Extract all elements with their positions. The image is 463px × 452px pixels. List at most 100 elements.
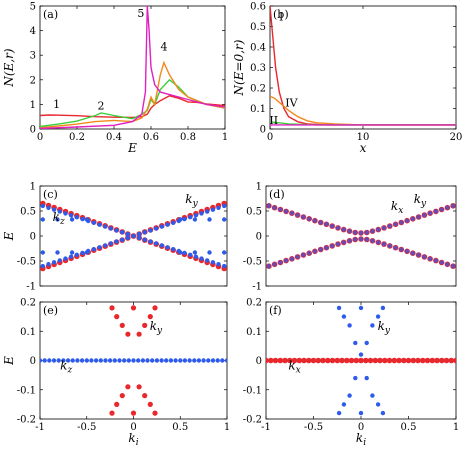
data-point bbox=[46, 205, 51, 210]
data-point bbox=[434, 357, 440, 364]
x-tick-label: -0.5 bbox=[304, 422, 323, 433]
y-tick-label: 4 bbox=[30, 26, 36, 37]
data-point bbox=[130, 410, 137, 416]
plot-area bbox=[40, 305, 227, 416]
y-tick-label: 0 bbox=[30, 125, 36, 136]
panel-label: (d) bbox=[269, 188, 285, 201]
series-annotation: I bbox=[279, 10, 283, 23]
data-point bbox=[347, 323, 352, 328]
y-tick-label: 5 bbox=[30, 2, 36, 13]
y-axis-label: E bbox=[2, 231, 16, 241]
data-point bbox=[103, 243, 108, 248]
data-point bbox=[84, 250, 90, 255]
data-point bbox=[103, 224, 108, 229]
data-point bbox=[382, 357, 388, 364]
data-point bbox=[192, 250, 198, 255]
data-point bbox=[171, 247, 176, 252]
data-point bbox=[108, 226, 114, 231]
data-point bbox=[358, 230, 364, 236]
data-point bbox=[152, 410, 158, 416]
data-point bbox=[420, 357, 426, 364]
data-point bbox=[306, 357, 312, 364]
data-point bbox=[210, 358, 216, 363]
series-annotation: ky bbox=[414, 192, 427, 209]
series-annotation: kx bbox=[288, 358, 300, 375]
data-point bbox=[93, 358, 99, 363]
data-point bbox=[404, 249, 410, 254]
data-point bbox=[68, 213, 74, 218]
x-tick-label: 0.5 bbox=[401, 422, 417, 433]
data-point bbox=[370, 393, 375, 398]
data-point bbox=[380, 305, 386, 311]
data-point bbox=[396, 357, 402, 364]
series-line bbox=[270, 95, 456, 126]
data-point bbox=[65, 358, 71, 363]
data-point bbox=[347, 238, 352, 243]
data-point bbox=[69, 217, 75, 222]
data-point bbox=[380, 410, 386, 416]
data-point bbox=[358, 357, 364, 364]
data-point bbox=[324, 222, 329, 227]
y-tick-label: 0.2 bbox=[250, 84, 266, 95]
panel-b: 0 10 20 0 0.1 0.2 0.3 0.4 0.5 0.6 (b) x N(E=0,r) I IV I… bbox=[232, 2, 462, 156]
data-point bbox=[103, 358, 108, 363]
series-line bbox=[40, 78, 225, 128]
series-line bbox=[40, 60, 225, 129]
data-point bbox=[125, 384, 131, 390]
data-point bbox=[147, 314, 153, 320]
data-point bbox=[178, 217, 183, 222]
plot-area bbox=[266, 203, 456, 270]
data-point bbox=[152, 305, 158, 311]
data-point bbox=[109, 410, 115, 416]
data-point bbox=[206, 358, 211, 363]
x-tick-label: 0 bbox=[37, 132, 43, 143]
data-point bbox=[283, 258, 289, 263]
data-point bbox=[272, 357, 279, 364]
data-point bbox=[222, 203, 227, 209]
data-point bbox=[74, 252, 80, 257]
data-point bbox=[188, 252, 193, 257]
data-point bbox=[296, 357, 303, 364]
panel-label: (b) bbox=[273, 8, 289, 21]
data-point bbox=[131, 233, 136, 239]
data-point bbox=[136, 384, 142, 390]
x-tick-label: -0.5 bbox=[77, 422, 96, 433]
data-point bbox=[119, 393, 125, 399]
series-annotation: ky bbox=[150, 319, 163, 336]
data-point bbox=[68, 254, 74, 259]
data-point bbox=[272, 205, 277, 210]
data-point bbox=[91, 247, 97, 252]
series-annotation: 5 bbox=[137, 7, 144, 20]
data-point bbox=[301, 214, 306, 220]
data-point bbox=[159, 358, 164, 363]
data-point bbox=[222, 250, 227, 255]
y-tick-label: 0 bbox=[30, 356, 36, 367]
data-point bbox=[80, 250, 85, 256]
series-annotation: 1 bbox=[53, 98, 60, 111]
data-point bbox=[376, 227, 381, 232]
y-tick-label: -0.2 bbox=[17, 415, 36, 426]
data-point bbox=[79, 358, 85, 363]
data-point bbox=[367, 357, 374, 364]
y-tick-label: 2 bbox=[30, 75, 36, 86]
panel-e: -1 -0.5 0 0.5 1 -0.2 -0.1 0 0.1 0.2 (e) ki Eky kz bbox=[2, 298, 230, 449]
data-point bbox=[193, 254, 199, 259]
series-annotation: kz bbox=[53, 210, 65, 227]
data-point bbox=[51, 358, 57, 363]
data-point bbox=[404, 218, 410, 223]
data-point bbox=[114, 401, 120, 407]
data-point bbox=[358, 236, 364, 242]
x-tick-label: 0 bbox=[358, 422, 364, 433]
data-point bbox=[433, 209, 439, 214]
data-point bbox=[277, 357, 284, 364]
data-point bbox=[210, 207, 216, 212]
data-point bbox=[453, 357, 456, 364]
data-point bbox=[427, 211, 433, 216]
data-point bbox=[173, 358, 178, 363]
axes-frame bbox=[39, 5, 226, 130]
data-point bbox=[353, 230, 358, 235]
data-point bbox=[112, 358, 118, 363]
data-point bbox=[422, 212, 427, 218]
data-point bbox=[205, 209, 210, 214]
